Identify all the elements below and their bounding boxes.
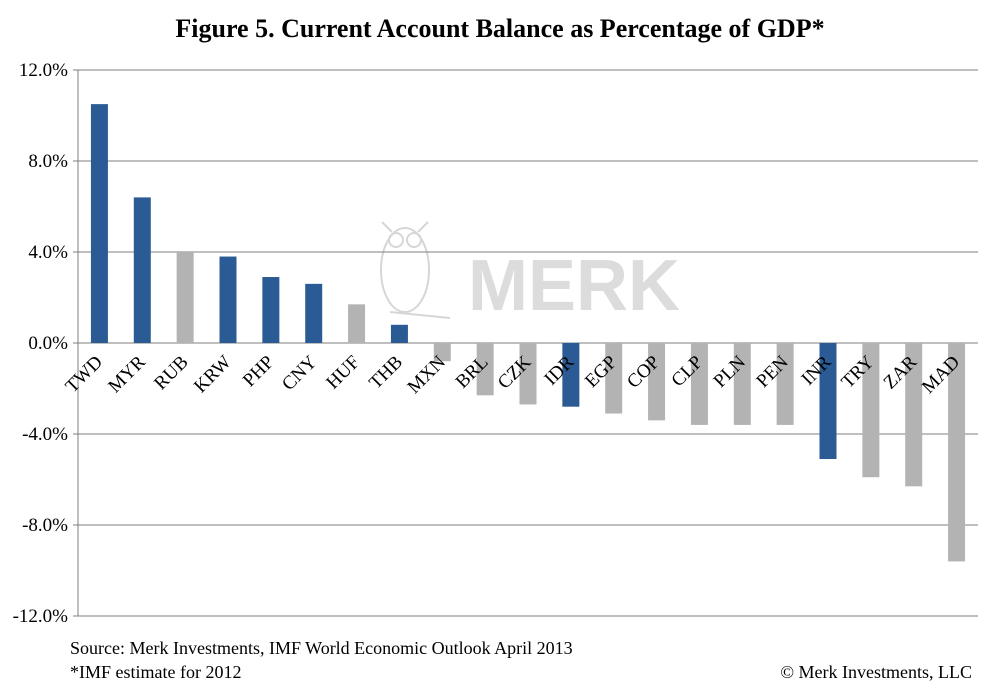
x-tick-label-cny: CNY — [278, 351, 321, 394]
x-tick-label-krw: KRW — [190, 352, 235, 397]
y-tick-label: -12.0% — [13, 606, 69, 627]
x-tick-label-huf: HUF — [322, 352, 364, 394]
x-tick-label-php: PHP — [239, 352, 278, 391]
bar-mxn — [433, 343, 451, 362]
bar-zar — [905, 343, 923, 487]
bar-brl — [476, 343, 494, 396]
x-tick-label-myr: MYR — [104, 351, 150, 397]
owl-logo — [380, 221, 451, 319]
merk-watermark: MERK — [380, 221, 680, 326]
bar-pen — [776, 343, 794, 425]
y-tick-label: 8.0% — [28, 151, 68, 172]
bar-inr — [819, 343, 837, 460]
bar-krw — [219, 256, 237, 343]
x-tick-label-twd: TWD — [62, 352, 107, 397]
bar-cop — [648, 343, 666, 421]
bar-huf — [348, 304, 366, 343]
source-note: Source: Merk Investments, IMF World Econ… — [70, 638, 573, 658]
bar-mad — [948, 343, 966, 562]
y-tick-label: -4.0% — [22, 424, 68, 445]
x-tick-label-rub: RUB — [150, 352, 192, 394]
watermark-text: MERK — [468, 246, 680, 326]
bar-cny — [305, 283, 323, 343]
bar-twd — [90, 104, 108, 343]
bar-clp — [690, 343, 708, 425]
chart-title: Figure 5. Current Account Balance as Per… — [175, 14, 825, 43]
estimate-note: *IMF estimate for 2012 — [70, 662, 242, 682]
y-tick-label: 12.0% — [19, 60, 68, 81]
bar-thb — [390, 324, 408, 343]
y-tick-label: 4.0% — [28, 242, 68, 263]
y-tick-label: -8.0% — [22, 515, 68, 536]
bar-czk — [519, 343, 537, 405]
x-tick-label-thb: THB — [365, 352, 407, 394]
bar-php — [262, 277, 280, 343]
y-tick-label: 0.0% — [28, 333, 68, 354]
bar-idr — [562, 343, 580, 407]
bar-pln — [733, 343, 751, 425]
bar-try — [862, 343, 880, 478]
bar-rub — [176, 252, 194, 343]
bar-egp — [605, 343, 623, 414]
copyright: © Merk Investments, LLC — [780, 662, 972, 682]
bar-myr — [133, 197, 151, 343]
